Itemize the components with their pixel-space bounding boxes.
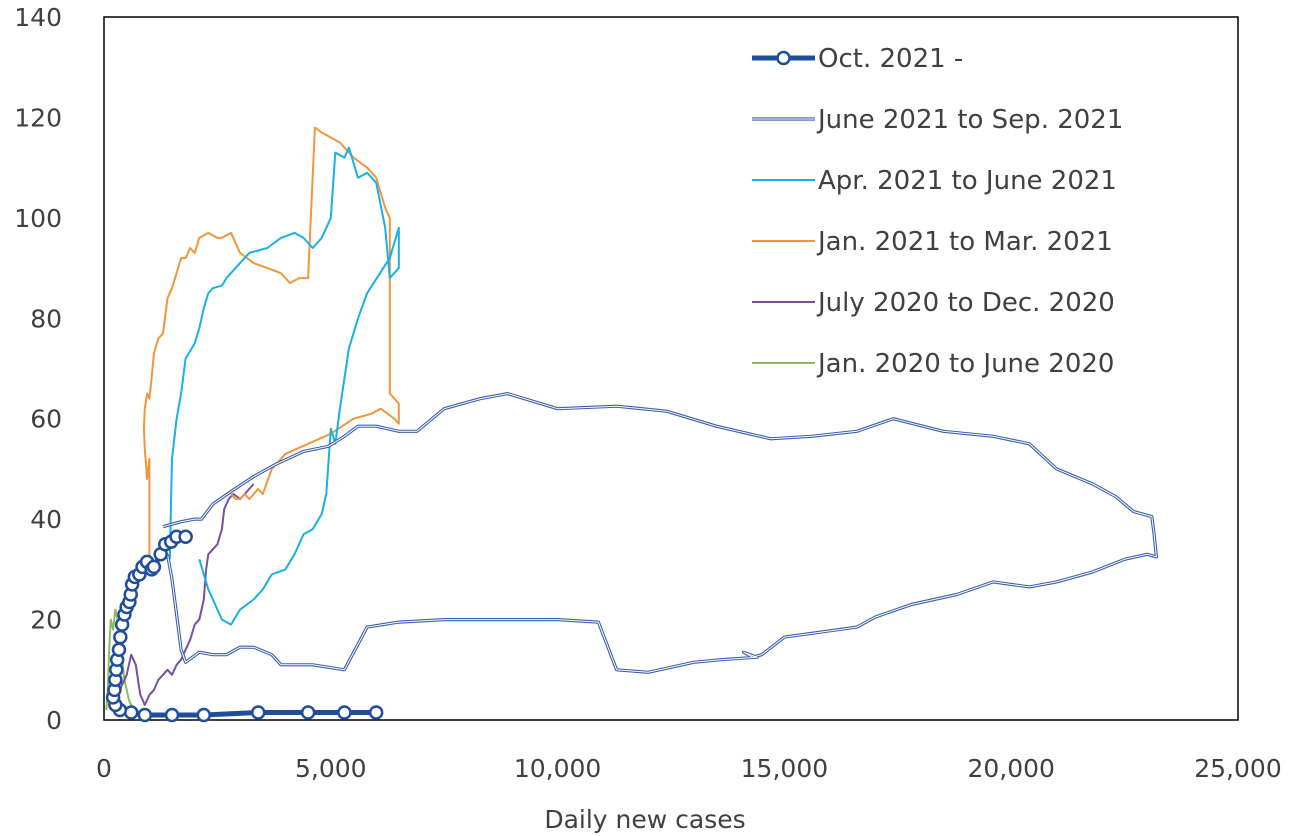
x-axis-title: Daily new cases (544, 805, 745, 834)
legend-label: Apr. 2021 to June 2021 (818, 166, 1117, 196)
series-layer (105, 126, 1159, 723)
series-group (142, 126, 400, 571)
x-tick-label: 25,000 (1194, 754, 1281, 783)
series-group (162, 392, 1159, 674)
data-point (337, 705, 352, 720)
ticks-layer: 0 5,000 10,000 15,000 20,000 25,000 0 20 40 60 80 1… (14, 3, 1281, 783)
legend-label: Oct. 2021 - (818, 44, 963, 74)
legend-label: June 2021 to Sep. 2021 (816, 105, 1123, 135)
y-tick-label: 100 (14, 204, 62, 233)
legend-label: Jan. 2020 to June 2020 (816, 349, 1114, 379)
legend: Oct. 2021 - June 2021 to Sep. 2021 Apr. 20… (752, 44, 1123, 379)
series-group (105, 529, 384, 723)
data-point (111, 642, 127, 657)
y-tick-label: 40 (30, 505, 62, 534)
y-tick-label: 20 (30, 606, 62, 635)
series-line (142, 126, 400, 571)
data-point (300, 705, 316, 720)
legend-label: Jan. 2021 to Mar. 2021 (816, 227, 1113, 257)
y-tick-label: 60 (30, 405, 62, 434)
x-tick-label: 5,000 (295, 754, 367, 783)
y-tick-label: 120 (14, 103, 62, 132)
y-tick-label: 0 (46, 706, 62, 735)
series-group (168, 146, 400, 626)
x-tick-label: 20,000 (967, 754, 1054, 783)
legend-item: June 2021 to Sep. 2021 (752, 105, 1123, 135)
data-point (178, 529, 193, 544)
data-point (137, 707, 153, 723)
legend-item: July 2020 to Dec. 2020 (752, 288, 1115, 318)
plot-area-border (103, 16, 1239, 721)
legend-label: July 2020 to Dec. 2020 (816, 288, 1115, 318)
series-line (114, 483, 255, 706)
legend-item: Jan. 2021 to Mar. 2021 (752, 227, 1113, 257)
data-point (368, 705, 384, 720)
data-point (123, 705, 139, 720)
data-point (113, 629, 128, 645)
x-tick-label: 15,000 (741, 754, 828, 783)
y-tick-label: 140 (14, 3, 62, 32)
series-line-inner (162, 393, 1157, 673)
series-group (114, 483, 255, 706)
x-tick-label: 10,000 (514, 754, 601, 783)
x-tick-label: 0 (96, 754, 112, 783)
data-point (164, 707, 180, 723)
legend-marker (776, 50, 791, 66)
legend-item: Oct. 2021 - (752, 44, 963, 74)
data-point (146, 559, 162, 575)
data-point (196, 707, 212, 723)
data-point (250, 705, 266, 720)
y-tick-label: 80 (30, 304, 62, 333)
legend-item: Jan. 2020 to June 2020 (752, 349, 1114, 379)
legend-item: Apr. 2021 to June 2021 (752, 166, 1117, 196)
series-line (168, 146, 400, 626)
series-line (162, 392, 1159, 674)
